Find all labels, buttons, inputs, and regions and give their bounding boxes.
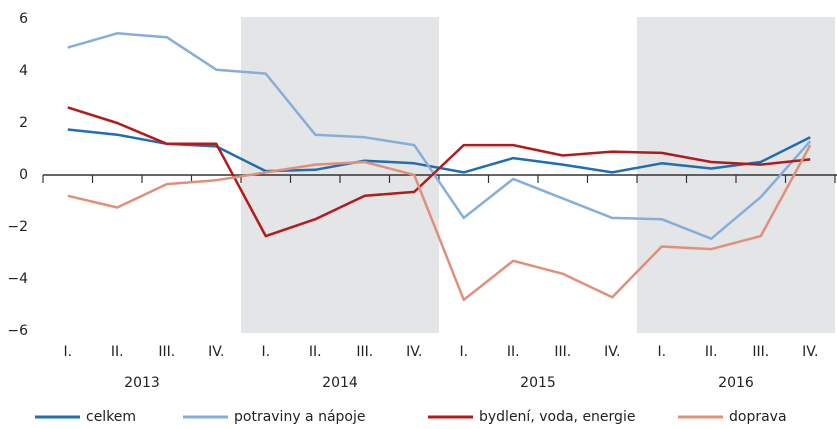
x-tick-label: I.: [657, 344, 666, 360]
legend-label: bydlení, voda, energie: [479, 409, 635, 425]
x-tick-label: IV.: [406, 344, 422, 360]
x-tick-label: II.: [111, 344, 124, 360]
year-label: 2016: [718, 375, 754, 391]
x-tick-label: IV.: [802, 344, 818, 360]
legend-label: doprava: [729, 409, 787, 425]
y-tick-label: −4: [7, 271, 28, 287]
series-line: [67, 32, 812, 240]
x-tick-label: I.: [63, 344, 72, 360]
year-label: 2015: [520, 375, 556, 391]
series-line: [67, 144, 812, 302]
x-tick-label: I.: [261, 344, 270, 360]
y-tick-label: −2: [7, 219, 28, 235]
x-tick-label: IV.: [208, 344, 224, 360]
year-label: 2014: [322, 375, 358, 391]
x-tick-label: II.: [507, 344, 520, 360]
y-tick-label: 6: [19, 11, 28, 27]
x-tick-label: III.: [158, 344, 175, 360]
y-tick-label: −6: [7, 323, 28, 339]
x-tick-label: III.: [356, 344, 373, 360]
x-tick-label: II.: [309, 344, 322, 360]
y-tick-label: 0: [19, 167, 28, 183]
x-tick-label: III.: [554, 344, 571, 360]
legend-label: potraviny a nápoje: [234, 409, 366, 425]
y-tick-label: 2: [19, 115, 28, 131]
y-tick-label: 4: [19, 63, 28, 79]
x-tick-label: II.: [705, 344, 718, 360]
year-label: 2013: [124, 375, 160, 391]
legend-label: celkem: [86, 409, 136, 425]
x-tick-label: I.: [459, 344, 468, 360]
x-tick-label: IV.: [604, 344, 620, 360]
series-line: [67, 106, 811, 238]
x-tick-label: III.: [752, 344, 769, 360]
